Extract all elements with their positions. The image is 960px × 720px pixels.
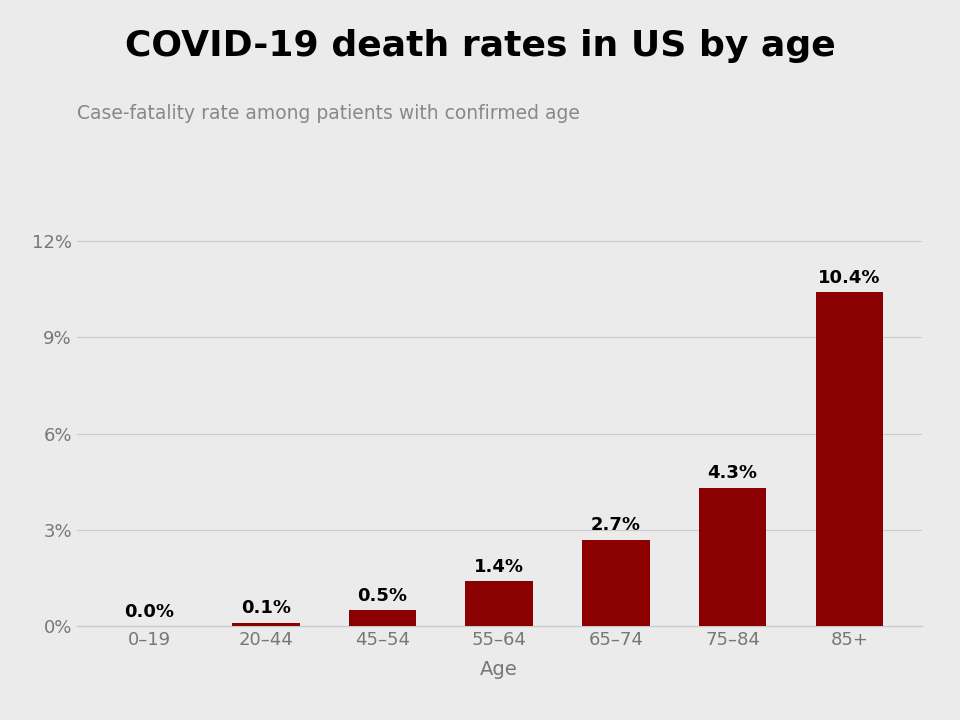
Bar <box>582 540 650 626</box>
Text: 10.4%: 10.4% <box>818 269 880 287</box>
X-axis label: Age: Age <box>480 660 518 680</box>
Bar <box>699 488 766 626</box>
Text: 0.0%: 0.0% <box>124 603 174 621</box>
Bar <box>466 582 533 626</box>
Text: COVID-19 death rates in US by age: COVID-19 death rates in US by age <box>125 29 835 63</box>
Text: 1.4%: 1.4% <box>474 558 524 576</box>
Text: 0.1%: 0.1% <box>241 600 291 618</box>
Bar <box>815 292 883 626</box>
Bar <box>232 624 300 626</box>
Text: 4.3%: 4.3% <box>708 464 757 482</box>
Text: 0.5%: 0.5% <box>357 587 407 605</box>
Text: Case-fatality rate among patients with confirmed age: Case-fatality rate among patients with c… <box>77 104 580 123</box>
Bar <box>348 611 417 626</box>
Text: 2.7%: 2.7% <box>591 516 641 534</box>
